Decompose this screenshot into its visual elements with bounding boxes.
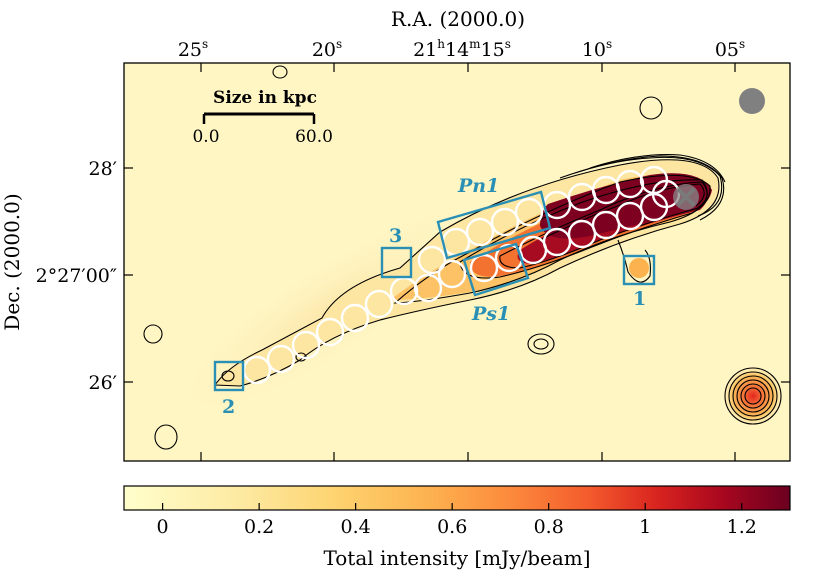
top-axis-label: R.A. (2000.0)	[391, 7, 525, 31]
colorbar-gradient	[123, 485, 791, 511]
core-cross-marker	[673, 184, 699, 210]
sampling-circles	[242, 165, 681, 385]
region-2-label: 2	[222, 396, 235, 418]
left-axis-label: Dec. (2000.0)	[0, 193, 24, 330]
colorbar-label: Total intensity [mJy/beam]	[323, 546, 590, 570]
top-axis: 25s 20s 21h14m15s 10s 05s R.A. (2000.0)	[178, 7, 745, 461]
region-ps1-label: Ps1	[471, 303, 510, 325]
region-1-label: 1	[633, 288, 646, 310]
region-pn1-box	[436, 190, 552, 260]
left-tick-1: 2°27′00″	[36, 265, 117, 287]
colorbar: 0 0.2 0.4 0.6 0.8 1 1.2 Total intensity [mJy/b…	[123, 485, 791, 570]
top-tick-1: 20s	[312, 37, 342, 61]
colorbar-tick-label: 0.4	[341, 516, 371, 538]
top-tick-0: 25s	[178, 37, 208, 61]
region-pn1-label: Pn1	[457, 175, 499, 197]
colorbar-tick-label: 1	[639, 516, 651, 538]
region-3-box	[380, 246, 413, 279]
scalebar-start: 0.0	[192, 127, 219, 147]
scalebar-end: 60.0	[295, 127, 333, 147]
colorbar-tick-label: 0.6	[437, 516, 467, 538]
colorbar-tick-label: 1.2	[727, 516, 757, 538]
regions: Pn1 Ps1 1 2 3	[213, 175, 656, 418]
region-ps1-box	[462, 242, 530, 297]
left-axis: 28′ 2°27′00″ 26′ Dec. (2000.0)	[0, 158, 790, 394]
beam-marker	[739, 88, 765, 114]
scale-bar: Size in kpc 0.0 60.0	[192, 88, 332, 147]
left-tick-2: 26′	[89, 372, 118, 394]
source-1-emission	[629, 258, 649, 278]
region-2-box	[213, 360, 245, 392]
scalebar-title: Size in kpc	[213, 88, 317, 108]
left-tick-0: 28′	[89, 158, 118, 180]
point-source	[723, 366, 783, 426]
top-tick-4: 05s	[715, 37, 745, 61]
colorbar-tick-label: 0.2	[244, 516, 274, 538]
region-1-box	[622, 254, 656, 286]
top-tick-3: 10s	[582, 37, 612, 61]
colorbar-ticks: 0 0.2 0.4 0.6 0.8 1 1.2	[157, 503, 757, 538]
top-tick-2: 21h14m15s	[413, 37, 511, 61]
map-frame	[123, 62, 791, 462]
colorbar-tick-label: 0.8	[534, 516, 564, 538]
colorbar-tick-label: 0	[157, 516, 169, 538]
region-3-label: 3	[389, 225, 402, 247]
